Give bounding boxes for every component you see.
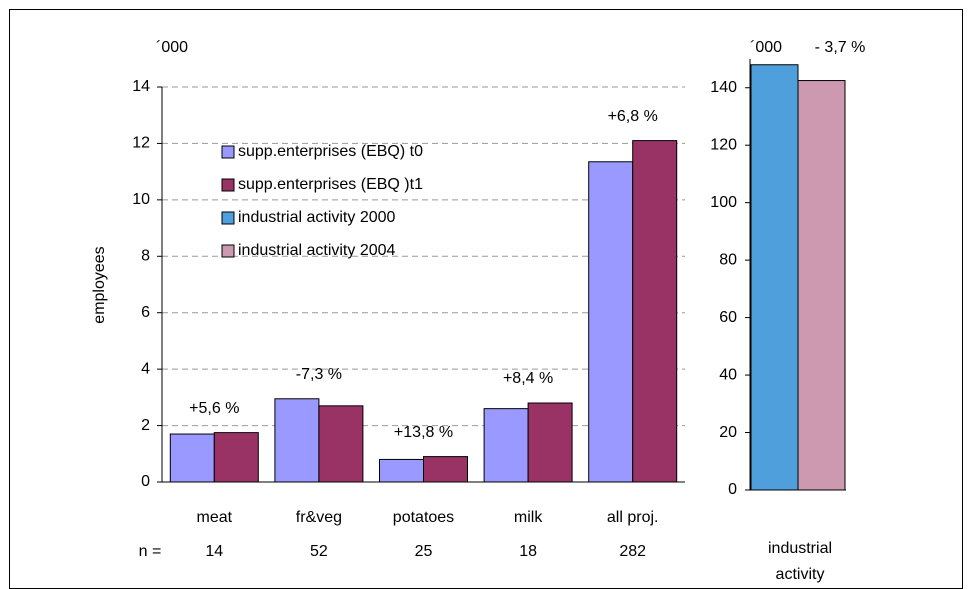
legend-label: supp.enterprises (EBQ) t0 [238, 143, 423, 160]
bar [213, 432, 259, 483]
x-tick-label: all proj. [607, 509, 659, 526]
n-value: 14 [205, 543, 223, 560]
legend-swatch [221, 178, 235, 192]
annotation: -7,3 % [296, 366, 342, 383]
annotation: +8,4 % [503, 370, 553, 387]
y-tick-label: 120 [710, 136, 737, 153]
y-tick-label: 12 [132, 135, 150, 152]
bar [588, 161, 634, 483]
y-tick-label: 2 [141, 417, 150, 434]
unit-label: ´000 [156, 39, 188, 56]
legend-swatch [221, 244, 235, 258]
y-tick-label: 80 [719, 251, 737, 268]
x-tick-label: industrial activity [767, 540, 833, 583]
bar [379, 458, 424, 483]
annotation: +5,6 % [189, 400, 239, 417]
y-tick-label: 10 [132, 191, 150, 208]
x-tick-label: milk [514, 509, 543, 526]
legend-label: industrial activity 2004 [238, 242, 396, 259]
n-value: 52 [310, 543, 328, 560]
y-tick-label: 0 [141, 473, 150, 490]
y-tick-label: 6 [141, 304, 150, 321]
n-value: 18 [519, 543, 537, 560]
legend-swatch [221, 145, 235, 159]
x-tick-label: meat [197, 509, 233, 526]
y-tick-label: 20 [719, 424, 737, 441]
n-label: n = [139, 543, 162, 560]
legend-label: supp.enterprises (EBQ )t1 [238, 176, 423, 193]
y-tick-label: 4 [141, 360, 150, 377]
bar [632, 140, 678, 483]
bar [797, 80, 846, 491]
legend-label: industrial activity 2000 [238, 209, 396, 226]
annotation: +6,8 % [608, 108, 658, 125]
bar [483, 408, 529, 483]
y-tick-label: 0 [728, 481, 737, 498]
bar [169, 433, 215, 483]
unit-label: ´000 [750, 39, 782, 56]
y-tick-label: 60 [719, 309, 737, 326]
n-value: 282 [619, 543, 646, 560]
legend-swatch [221, 211, 235, 225]
y-tick-label: 140 [710, 79, 737, 96]
y-tick-label: 100 [710, 194, 737, 211]
x-tick-label: fr&veg [296, 509, 342, 526]
bar [274, 398, 320, 483]
bar [750, 64, 799, 491]
y-tick-label: 40 [719, 366, 737, 383]
x-tick-label: potatoes [393, 509, 454, 526]
y-tick-label: 14 [132, 78, 150, 95]
annotation: - 3,7 % [815, 39, 866, 56]
n-value: 25 [415, 543, 433, 560]
y-tick-label: 8 [141, 248, 150, 265]
bar [527, 402, 573, 483]
y-axis-label: employees [91, 246, 108, 323]
bar [318, 405, 364, 483]
annotation: +13,8 % [394, 424, 453, 441]
bar [423, 456, 468, 483]
